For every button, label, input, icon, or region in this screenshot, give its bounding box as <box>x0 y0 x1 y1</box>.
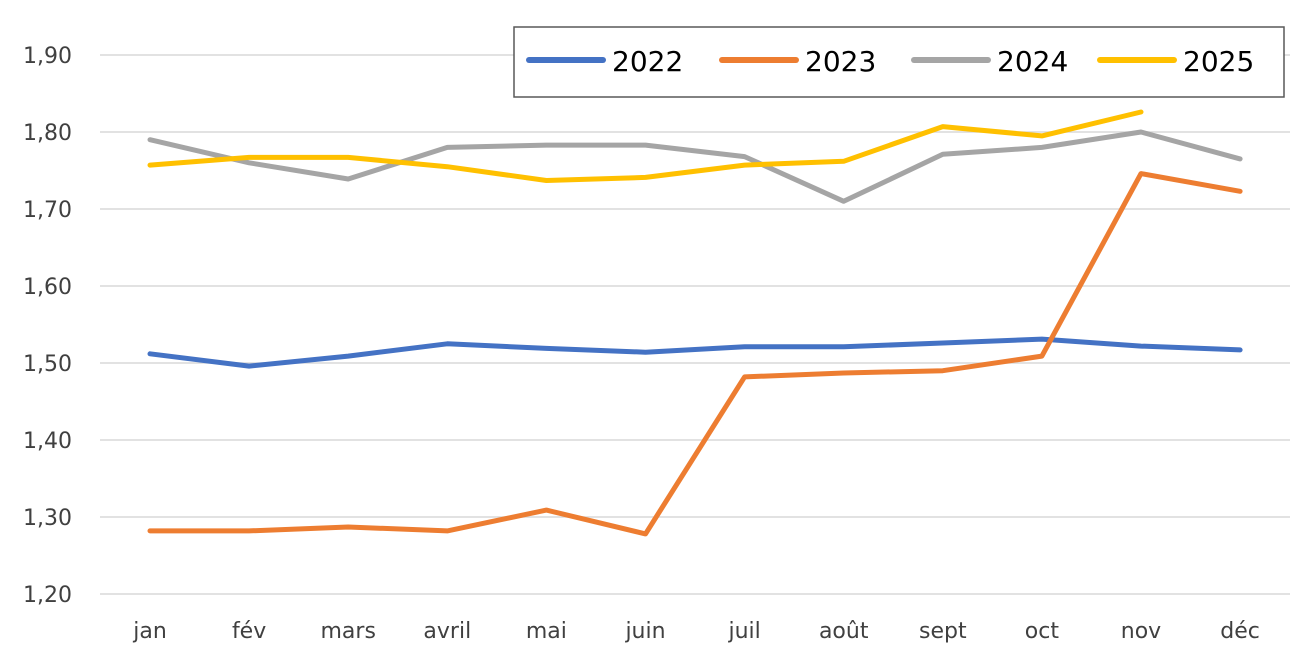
x-tick-label: août <box>819 619 869 644</box>
y-tick-label: 1,90 <box>23 44 72 69</box>
legend-item-2025: 2025 <box>1097 45 1254 78</box>
legend-item-2023: 2023 <box>719 45 876 78</box>
x-tick-label: sept <box>919 619 967 644</box>
series-lines <box>147 109 1243 537</box>
series-line-2025 <box>147 109 1144 183</box>
x-tick-label: mai <box>526 619 567 644</box>
x-tick-label: oct <box>1025 619 1060 644</box>
x-tick-label: juin <box>624 619 665 644</box>
series-line-2024 <box>147 129 1243 204</box>
y-tick-label: 1,80 <box>23 121 72 146</box>
x-tick-label: nov <box>1121 619 1161 644</box>
x-tick-label: déc <box>1220 619 1260 644</box>
y-tick-label: 1,70 <box>23 198 72 223</box>
y-tick-label: 1,60 <box>23 275 72 300</box>
series-line-2023 <box>147 171 1243 537</box>
legend-label-2024: 2024 <box>997 45 1068 78</box>
legend-label-2023: 2023 <box>805 45 876 78</box>
legend-label-2025: 2025 <box>1183 45 1254 78</box>
x-axis-labels: jan fév mars avril mai juin juil août sept oct nov… <box>132 619 1260 644</box>
x-tick-label: fév <box>232 619 266 644</box>
x-tick-label: jan <box>132 619 167 644</box>
x-tick-label: avril <box>423 619 471 644</box>
y-axis-labels: 1,20 1,30 1,40 1,50 1,60 1,70 1,80 1,90 <box>23 44 72 608</box>
series-line-2022 <box>147 336 1243 369</box>
legend-item-2024: 2024 <box>911 45 1068 78</box>
y-tick-label: 1,30 <box>23 506 72 531</box>
y-tick-label: 1,40 <box>23 429 72 454</box>
x-tick-label: mars <box>320 619 375 644</box>
x-tick-label: juil <box>727 619 760 644</box>
legend-item-2022: 2022 <box>526 45 683 78</box>
y-tick-label: 1,50 <box>23 352 72 377</box>
legend: 2022 2023 2024 2025 <box>513 26 1285 98</box>
y-tick-label: 1,20 <box>23 583 72 608</box>
legend-label-2022: 2022 <box>612 45 683 78</box>
